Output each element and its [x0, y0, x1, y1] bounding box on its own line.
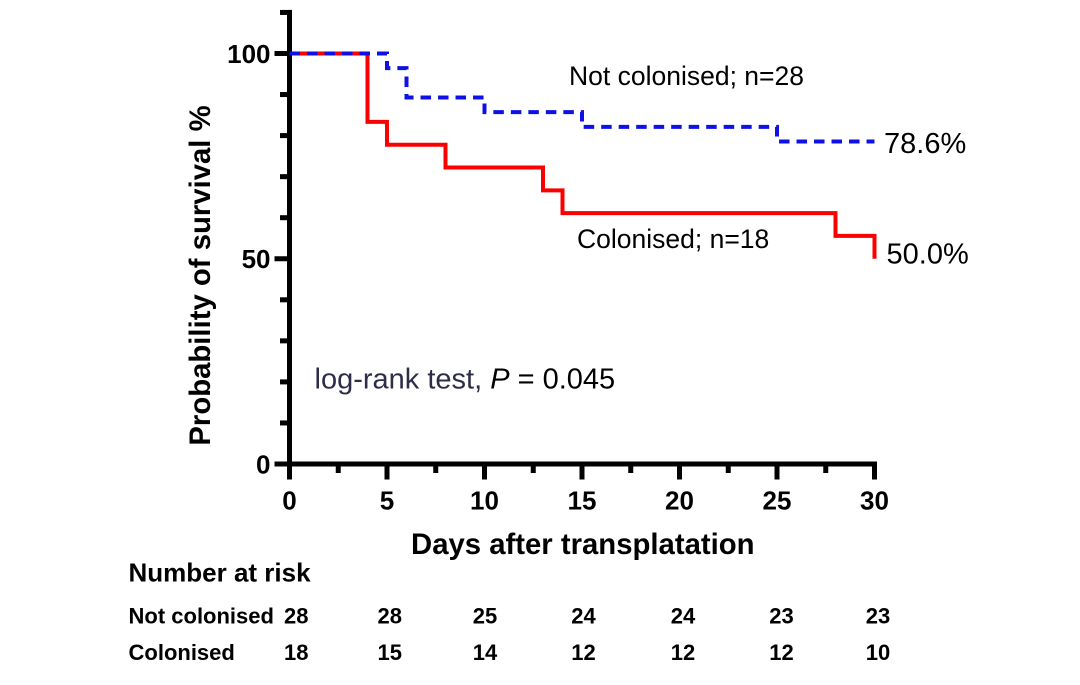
svg-text:Days after transplatation: Days after transplatation [411, 528, 755, 561]
svg-text:10: 10 [470, 486, 499, 516]
svg-text:14: 14 [473, 640, 498, 665]
svg-text:12: 12 [671, 640, 695, 665]
svg-text:Colonised: Colonised [129, 640, 235, 665]
svg-text:25: 25 [473, 603, 497, 628]
svg-text:28: 28 [284, 603, 308, 628]
svg-text:10: 10 [866, 640, 890, 665]
svg-text:18: 18 [284, 640, 308, 665]
svg-text:30: 30 [860, 486, 889, 516]
svg-text:12: 12 [769, 640, 793, 665]
svg-text:20: 20 [665, 486, 694, 516]
svg-text:23: 23 [866, 603, 890, 628]
svg-text:100: 100 [227, 39, 270, 69]
svg-text:Not colonised; n=28: Not colonised; n=28 [569, 61, 804, 91]
svg-text:log-rank test, P = 0.045: log-rank test, P = 0.045 [315, 364, 616, 396]
svg-text:25: 25 [763, 486, 792, 516]
svg-text:28: 28 [377, 603, 401, 628]
svg-text:24: 24 [571, 603, 596, 628]
svg-text:50: 50 [242, 244, 271, 274]
svg-text:50.0%: 50.0% [887, 239, 969, 271]
svg-text:24: 24 [671, 603, 696, 628]
svg-text:Probability of survival %: Probability of survival % [184, 105, 217, 445]
svg-text:0: 0 [282, 486, 296, 516]
svg-text:Number at risk: Number at risk [129, 558, 312, 588]
svg-text:23: 23 [769, 603, 793, 628]
svg-text:0: 0 [256, 449, 270, 479]
svg-text:Not colonised: Not colonised [129, 603, 274, 628]
svg-text:5: 5 [380, 486, 394, 516]
svg-text:Colonised; n=18: Colonised; n=18 [577, 224, 769, 254]
svg-text:15: 15 [377, 640, 401, 665]
svg-text:78.6%: 78.6% [884, 128, 966, 160]
svg-text:15: 15 [568, 486, 597, 516]
svg-text:12: 12 [571, 640, 595, 665]
